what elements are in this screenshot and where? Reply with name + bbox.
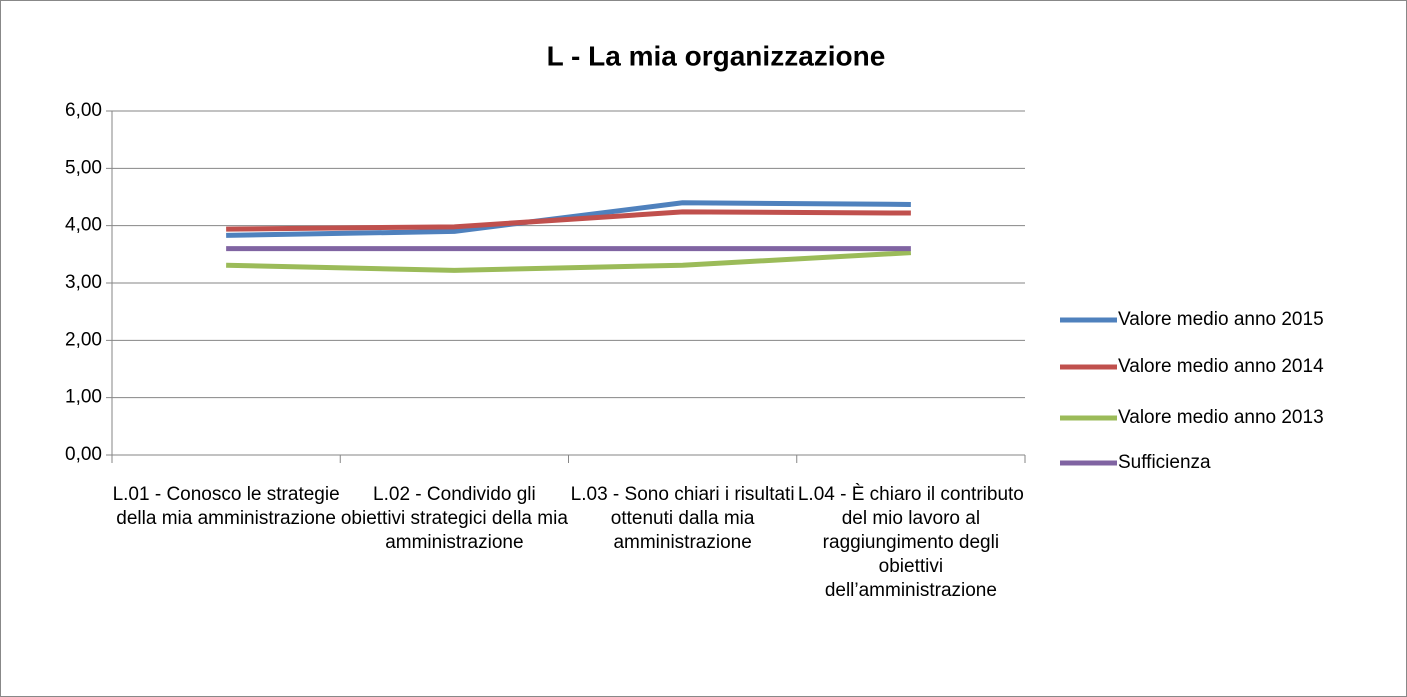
legend-label: Valore medio anno 2015 [1118, 309, 1324, 330]
series-line [226, 209, 911, 232]
x-tick-label: L.01 - Conosco le strategie della mia am… [112, 484, 340, 529]
y-tick-label: 4,00 [65, 215, 102, 236]
x-tick-label: L.03 - Sono chiari i risultati ottenuti … [570, 484, 795, 553]
chart-title: L - La mia organizzazione [547, 40, 886, 71]
x-tick-label: L.02 - Condivido gli obiettivi strategic… [340, 484, 568, 553]
y-tick-label: 3,00 [65, 272, 102, 293]
y-tick-label: 0,00 [65, 444, 102, 465]
legend-label: Valore medio anno 2013 [1118, 407, 1324, 428]
x-tick-label-box: L.01 - Conosco le strategie della mia am… [112, 484, 340, 529]
legend-label: Sufficienza [1118, 452, 1211, 473]
series-line [226, 250, 912, 273]
y-tick-label: 6,00 [65, 100, 102, 121]
legend-label: Valore medio anno 2014 [1118, 356, 1324, 377]
x-tick-label-box: L.02 - Condivido gli obiettivi strategic… [340, 484, 568, 553]
y-tick-label: 2,00 [65, 329, 102, 350]
x-tick-label: L.04 - È chiaro il contributo del mio la… [797, 484, 1024, 601]
y-tick-label: 5,00 [65, 157, 102, 178]
x-tick-label-box: L.03 - Sono chiari i risultati ottenuti … [570, 484, 795, 553]
x-tick-label-box: L.04 - È chiaro il contributo del mio la… [797, 484, 1024, 601]
y-tick-label: 1,00 [65, 387, 102, 408]
